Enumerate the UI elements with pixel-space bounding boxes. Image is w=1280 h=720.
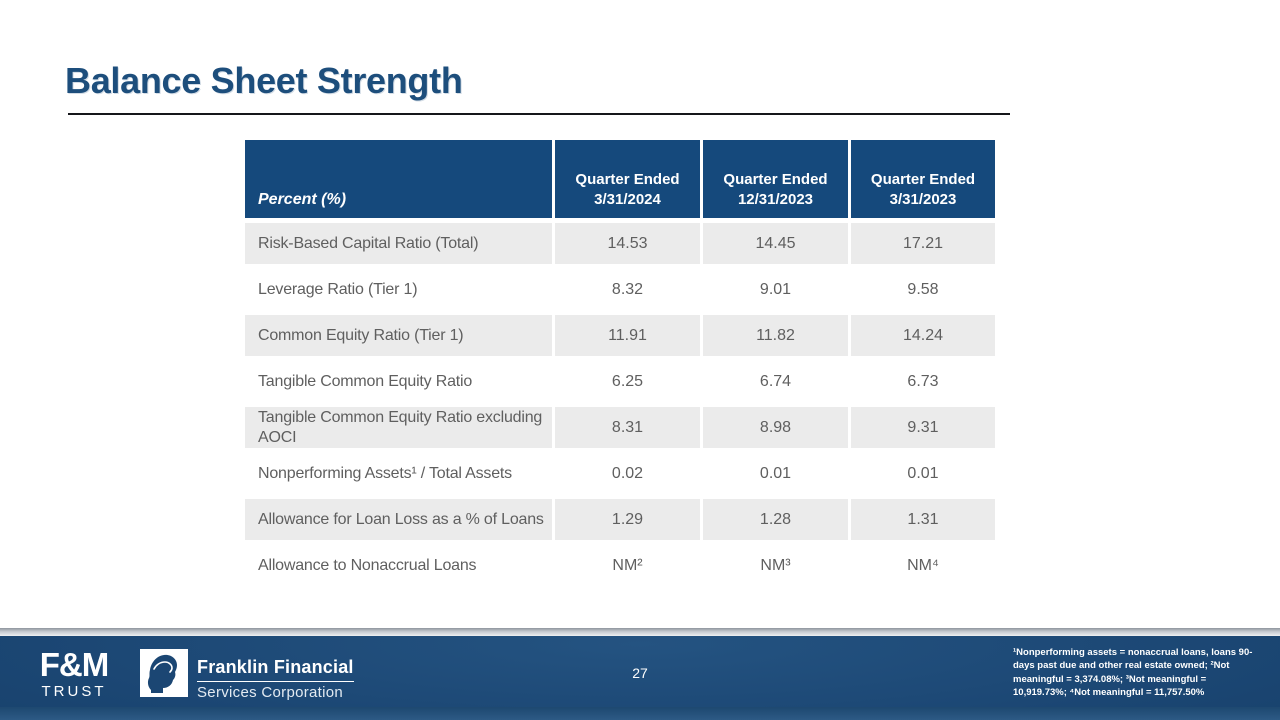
table-row: Nonperforming Assets¹ / Total Assets 0.02… (245, 453, 995, 494)
header-col-q4-2023: Quarter Ended 12/31/2023 (700, 140, 848, 218)
row-value: NM⁴ (848, 545, 995, 586)
row-value: 6.74 (700, 361, 848, 402)
row-value: 9.01 (700, 269, 848, 310)
table-row: Tangible Common Equity Ratio excluding A… (245, 407, 995, 448)
franklin-profile-icon (140, 649, 188, 697)
table-row: Allowance for Loan Loss as a % of Loans 1… (245, 499, 995, 540)
header-col-q1-2024: Quarter Ended 3/31/2024 (552, 140, 700, 218)
row-value: 0.01 (700, 453, 848, 494)
row-value: 9.31 (848, 407, 995, 448)
table-header-row: Percent (%) Quarter Ended 3/31/2024 Quar… (245, 140, 995, 218)
table-row: Tangible Common Equity Ratio 6.25 6.74 6.73 (245, 361, 995, 402)
franklin-financial-name: Franklin Financial (197, 657, 354, 682)
row-value: 6.25 (552, 361, 700, 402)
row-value: NM³ (700, 545, 848, 586)
footer-bottom-strip (0, 707, 1280, 720)
ratios-table: Percent (%) Quarter Ended 3/31/2024 Quar… (245, 135, 995, 591)
row-value: 1.28 (700, 499, 848, 540)
row-value: 1.29 (552, 499, 700, 540)
row-value: 8.98 (700, 407, 848, 448)
table-body: Risk-Based Capital Ratio (Total) 14.53 14.… (245, 223, 995, 586)
table-row: Allowance to Nonaccrual Loans NM² NM³ NM⁴ (245, 545, 995, 586)
fm-trust-logo-mark: F&M (39, 646, 109, 683)
row-value: 0.02 (552, 453, 700, 494)
footer-silver-strip (0, 628, 1280, 636)
table-row: Risk-Based Capital Ratio (Total) 14.53 14.… (245, 223, 995, 264)
header-percent-label: Percent (%) (245, 140, 552, 218)
row-label: Tangible Common Equity Ratio (245, 361, 552, 402)
row-label: Common Equity Ratio (Tier 1) (245, 315, 552, 356)
row-value: 9.58 (848, 269, 995, 310)
row-label: Tangible Common Equity Ratio excluding A… (245, 407, 552, 448)
title-divider (68, 113, 1010, 115)
row-value: 8.31 (552, 407, 700, 448)
footer-bar: F&M TRUST Franklin Financial Services Co… (0, 636, 1280, 720)
row-value: 14.45 (700, 223, 848, 264)
page-number: 27 (632, 665, 648, 681)
row-label: Risk-Based Capital Ratio (Total) (245, 223, 552, 264)
row-label: Nonperforming Assets¹ / Total Assets (245, 453, 552, 494)
fm-trust-logo: F&M TRUST (28, 646, 120, 700)
franklin-financial-logo: Franklin Financial Services Corporation (197, 657, 354, 701)
franklin-financial-subtitle: Services Corporation (197, 684, 344, 701)
row-value: 17.21 (848, 223, 995, 264)
row-value: 14.53 (552, 223, 700, 264)
fm-trust-logo-text: TRUST (41, 682, 107, 700)
row-label: Allowance for Loan Loss as a % of Loans (245, 499, 552, 540)
header-col-q1-2023: Quarter Ended 3/31/2023 (848, 140, 995, 218)
table-row: Common Equity Ratio (Tier 1) 11.91 11.82 14… (245, 315, 995, 356)
row-label: Allowance to Nonaccrual Loans (245, 545, 552, 586)
row-value: 6.73 (848, 361, 995, 402)
table-row: Leverage Ratio (Tier 1) 8.32 9.01 9.58 (245, 269, 995, 310)
row-value: 11.91 (552, 315, 700, 356)
row-value: 1.31 (848, 499, 995, 540)
page-title: Balance Sheet Strength (65, 60, 463, 101)
row-value: 0.01 (848, 453, 995, 494)
row-value: NM² (552, 545, 700, 586)
footnote: ¹Nonperforming assets = nonaccrual loans… (1013, 647, 1253, 699)
row-value: 14.24 (848, 315, 995, 356)
balance-sheet-table: Percent (%) Quarter Ended 3/31/2024 Quar… (245, 135, 995, 591)
row-label: Leverage Ratio (Tier 1) (245, 269, 552, 310)
row-value: 11.82 (700, 315, 848, 356)
row-value: 8.32 (552, 269, 700, 310)
